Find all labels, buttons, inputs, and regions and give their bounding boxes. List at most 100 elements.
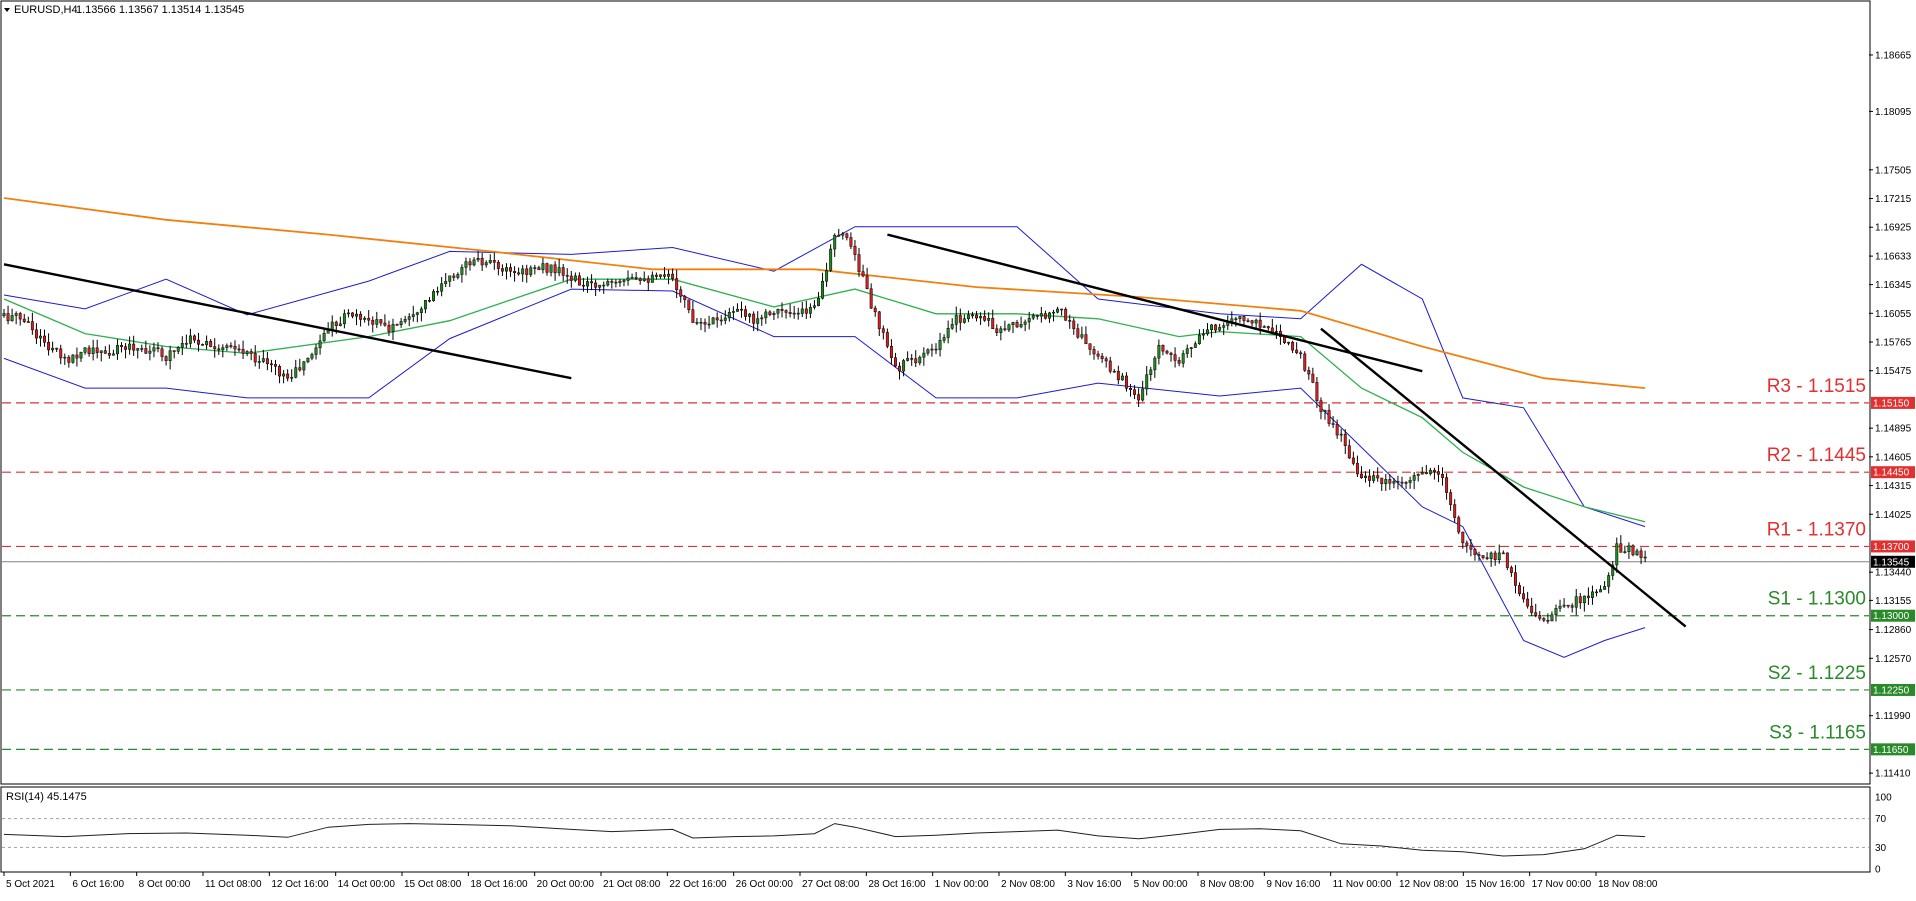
candle-bull: [727, 312, 731, 319]
time-tick-label: 5 Oct 2021: [6, 879, 55, 890]
candle-bear: [569, 275, 573, 281]
indicator-moving_average_mid: [3, 278, 1646, 523]
candle-bull: [731, 311, 735, 313]
candle-bull: [338, 323, 342, 326]
level-price-tag: [1871, 396, 1915, 409]
candle-bear: [740, 308, 743, 311]
candle-bull: [1189, 347, 1193, 349]
candle-bear: [610, 281, 614, 283]
candle-bear: [679, 289, 683, 297]
time-tick-label: 9 Nov 16:00: [1266, 879, 1320, 890]
price-tick-label: 1.17215: [1875, 194, 1912, 205]
candle-bull: [918, 356, 922, 364]
candle-bull: [1254, 319, 1258, 324]
candle-bull: [472, 259, 476, 266]
candle-bear: [675, 278, 679, 290]
candle-bear: [1214, 324, 1218, 331]
candle-bear: [1104, 358, 1108, 362]
candle-bear: [18, 313, 22, 320]
candle-bear: [1432, 470, 1436, 472]
level-label-support: S2 - 1.1225: [1768, 663, 1866, 684]
candle-bull: [1643, 556, 1647, 559]
candle-bull: [1339, 433, 1343, 436]
candle-bear: [1570, 605, 1574, 608]
candle-bull: [322, 333, 326, 342]
triangle-down-icon[interactable]: [4, 8, 10, 12]
candle-bear: [837, 234, 841, 237]
candle-bear: [910, 358, 914, 360]
candle-bull: [14, 313, 18, 316]
candle-bear: [873, 307, 877, 313]
rsi-tick-label: 30: [1875, 843, 1887, 854]
candle-bull: [1262, 326, 1266, 328]
candle-bull: [1027, 317, 1031, 323]
candle-bull: [1623, 551, 1627, 553]
level-price-tag-text: 1.11650: [1873, 745, 1909, 756]
candle-bull: [833, 234, 837, 250]
price-axis: 1.18665 1.18095 1.17505 1.17215 1.16925 1.166…: [1869, 50, 1912, 780]
price-tick-label: 1.14025: [1875, 510, 1912, 521]
candle-bull: [942, 337, 946, 341]
candle-bull: [26, 321, 30, 323]
candle-bull: [622, 280, 626, 282]
time-tick-label: 8 Oct 00:00: [139, 879, 191, 890]
price-tick-label: 1.16345: [1875, 280, 1912, 291]
candle-bull: [573, 275, 577, 281]
trendline: [3, 263, 572, 380]
trendline: [887, 233, 1423, 373]
candle-bear: [30, 321, 34, 331]
candle-bear: [1485, 557, 1489, 559]
candle-bull: [282, 373, 286, 377]
time-tick-label: 11 Oct 08:00: [205, 879, 262, 890]
candle-bear: [671, 273, 675, 279]
candle-bear: [1481, 555, 1485, 558]
candle-bull: [808, 307, 812, 314]
indicator-lines: [3, 197, 1646, 658]
candle-bull: [168, 350, 172, 362]
level-price-tag: [1871, 540, 1915, 553]
candle-bull: [294, 367, 298, 378]
candle-bear: [1076, 328, 1080, 338]
candles: [2, 228, 1647, 624]
candle-bear: [513, 271, 517, 274]
candle-bull: [630, 277, 634, 279]
candle-bull: [711, 317, 715, 325]
candle-bear: [1283, 336, 1286, 343]
candle-bear: [1453, 504, 1457, 518]
candle-bull: [51, 347, 55, 351]
candle-bear: [857, 254, 861, 272]
candle-bull: [1052, 311, 1055, 314]
price-tick-label: 1.15765: [1875, 338, 1912, 349]
candle-bear: [1169, 352, 1173, 355]
candle-bull: [1193, 343, 1197, 348]
candle-bear: [804, 308, 808, 314]
candle-bear: [43, 335, 46, 343]
candle-bear: [59, 348, 63, 359]
candle-bear: [1355, 463, 1359, 475]
candle-bear: [1327, 410, 1331, 424]
candle-bull: [772, 313, 776, 315]
candle-bull: [954, 315, 958, 325]
candle-bear: [752, 313, 756, 324]
candle-bull: [310, 354, 314, 359]
candle-bear: [184, 343, 188, 345]
candle-bull: [330, 321, 334, 330]
candle-bear: [1469, 545, 1473, 550]
candle-bull: [152, 347, 156, 352]
candle-bear: [1538, 615, 1542, 619]
candle-bull: [448, 275, 452, 282]
candle-bull: [1420, 472, 1424, 475]
candle-bull: [817, 298, 820, 307]
candle-bear: [1388, 479, 1392, 484]
candle-bull: [1611, 564, 1615, 576]
candle-bull: [1023, 321, 1027, 325]
candle-bear: [634, 277, 638, 279]
candle-bull: [290, 377, 294, 379]
candle-bear: [1396, 481, 1400, 483]
price-tick-label: 1.18665: [1875, 50, 1912, 61]
candle-bull: [399, 321, 403, 326]
candle-bear: [1477, 554, 1481, 556]
candle-bull: [906, 358, 910, 361]
candle-bull: [962, 318, 966, 323]
